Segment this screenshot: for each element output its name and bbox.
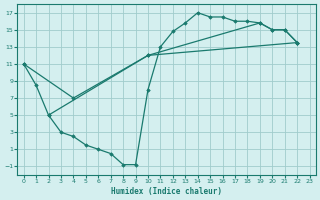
X-axis label: Humidex (Indice chaleur): Humidex (Indice chaleur): [111, 187, 222, 196]
